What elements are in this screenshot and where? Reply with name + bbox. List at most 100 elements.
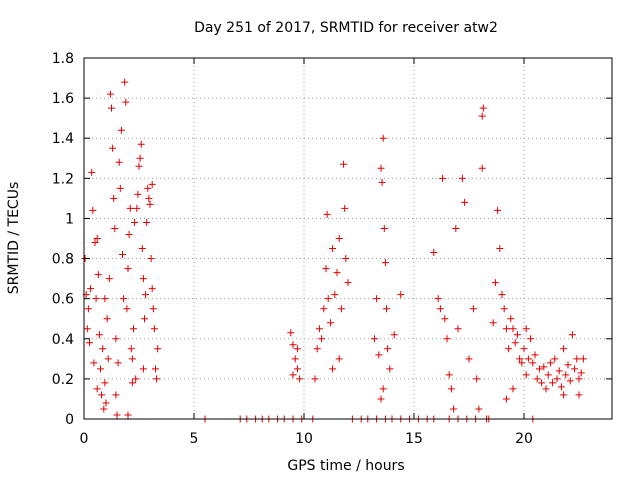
- data-point: [370, 335, 378, 343]
- data-point: [491, 279, 499, 287]
- data-point: [97, 365, 104, 373]
- data-point: [134, 190, 142, 198]
- data-point: [148, 285, 156, 293]
- data-point: [447, 385, 455, 393]
- data-point: [101, 379, 109, 387]
- y-tick-label: 0: [65, 412, 74, 428]
- data-point: [93, 385, 101, 393]
- data-point: [513, 331, 521, 339]
- data-point: [560, 391, 568, 399]
- data-point: [498, 291, 506, 299]
- data-point: [119, 251, 126, 259]
- data-point: [296, 375, 304, 383]
- data-point: [430, 249, 438, 257]
- data-point: [533, 375, 541, 383]
- data-point: [315, 325, 323, 333]
- data-point: [342, 255, 350, 263]
- data-point: [344, 279, 352, 287]
- data-point: [103, 315, 111, 323]
- data-point: [89, 206, 97, 214]
- data-point: [522, 371, 530, 379]
- data-point: [340, 160, 348, 168]
- data-point: [549, 379, 557, 387]
- x-tick-label: 10: [295, 431, 313, 447]
- data-point: [505, 345, 513, 353]
- data-point: [377, 164, 385, 172]
- data-point: [95, 331, 103, 339]
- data-point: [566, 377, 574, 385]
- data-point: [535, 365, 543, 373]
- data-point: [83, 325, 91, 333]
- data-point: [531, 351, 539, 359]
- data-point: [287, 329, 295, 337]
- data-point: [139, 365, 147, 373]
- data-point: [544, 371, 552, 379]
- data-point: [381, 259, 389, 267]
- data-point: [373, 295, 381, 303]
- data-point: [124, 411, 132, 419]
- data-point: [331, 291, 339, 299]
- data-point: [111, 224, 119, 232]
- data-point: [114, 359, 122, 367]
- data-point: [133, 204, 141, 212]
- data-point: [329, 245, 337, 253]
- grid-lines: [84, 58, 612, 419]
- y-tick-label: 0.2: [52, 372, 74, 388]
- y-axis-label: SRMTID / TECUs: [6, 182, 22, 295]
- data-point: [542, 385, 550, 393]
- data-point: [116, 184, 124, 192]
- data-point: [84, 305, 92, 313]
- data-point: [509, 385, 517, 393]
- data-point: [322, 265, 330, 273]
- data-point: [516, 355, 524, 363]
- data-point: [571, 365, 579, 373]
- data-point: [141, 315, 148, 323]
- data-point: [436, 305, 444, 313]
- data-point: [113, 411, 121, 419]
- data-point: [105, 275, 113, 283]
- data-point: [377, 395, 385, 403]
- data-point: [540, 363, 548, 371]
- data-point: [469, 305, 477, 313]
- data-point: [124, 265, 132, 273]
- data-point: [445, 371, 453, 379]
- data-point: [289, 341, 297, 349]
- axis-ticks: 0 0.2 0.4 0.6 0.8 1 1.2 1.4 1.6 1.8 0 5 10 15 20: [52, 51, 612, 447]
- x-axis-label: GPS time / hours: [287, 458, 404, 474]
- y-tick-label: 0.8: [52, 252, 74, 268]
- data-point: [384, 345, 392, 353]
- data-point: [329, 365, 337, 373]
- data-point: [379, 134, 387, 142]
- x-tick-label: 20: [515, 431, 533, 447]
- data-point: [152, 365, 159, 373]
- data-point: [102, 399, 110, 407]
- data-point: [142, 291, 150, 299]
- data-point: [87, 285, 95, 293]
- data-point: [293, 345, 301, 353]
- data-point: [500, 305, 508, 313]
- data-point: [98, 391, 106, 399]
- data-point: [454, 325, 462, 333]
- data-point: [529, 359, 537, 367]
- data-point: [123, 305, 131, 313]
- data-point: [527, 335, 535, 343]
- data-point: [452, 224, 460, 232]
- data-point: [104, 355, 112, 363]
- x-tick-label: 5: [190, 431, 199, 447]
- plot-frame: [83, 57, 613, 420]
- data-point: [386, 365, 394, 373]
- data-point: [291, 355, 299, 363]
- data-point: [94, 271, 102, 279]
- data-point: [509, 325, 517, 333]
- data-point: [112, 391, 120, 399]
- data-point: [380, 224, 388, 232]
- data-point: [148, 180, 156, 188]
- data-point: [146, 200, 154, 208]
- data-point: [478, 164, 486, 172]
- data-point: [144, 184, 152, 192]
- data-point: [117, 126, 125, 134]
- data-point: [128, 355, 136, 363]
- data-point: [150, 325, 158, 333]
- data-point: [573, 355, 581, 363]
